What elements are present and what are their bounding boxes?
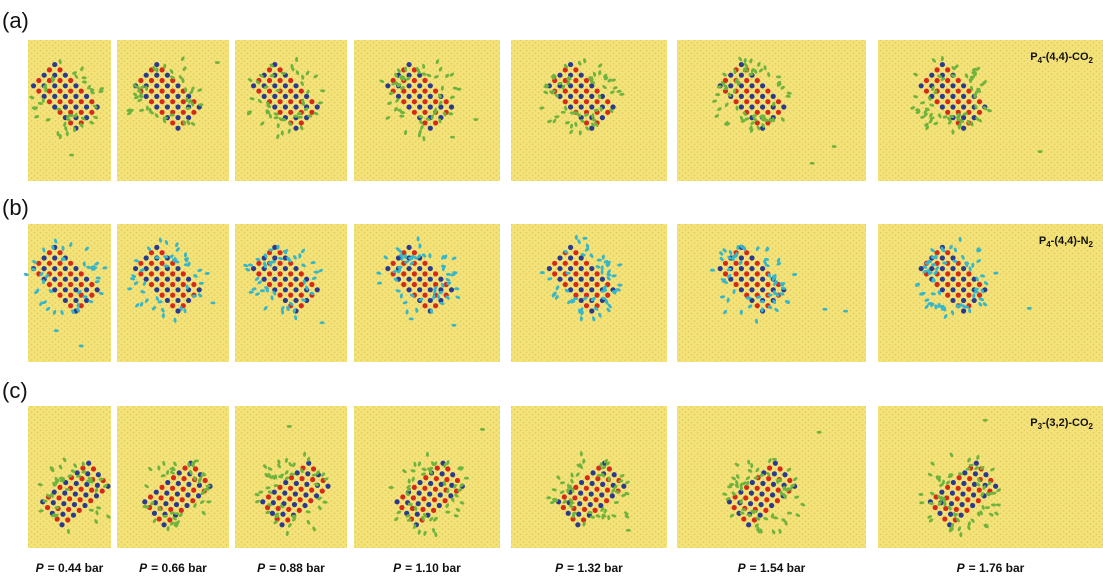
snapshot-panel xyxy=(511,40,667,181)
pressure-symbol: P xyxy=(393,561,402,575)
free-gas-molecule xyxy=(832,145,837,148)
free-gas-molecule xyxy=(983,419,988,422)
subscript: 2 xyxy=(1089,422,1094,431)
gas-molecule xyxy=(748,73,753,76)
pressure-value: = 0.88 bar xyxy=(269,561,325,575)
pressure-label: P= 1.76 bar xyxy=(957,561,1025,575)
pressure-label: P= 1.10 bar xyxy=(393,561,461,575)
system-text: -(3,2)-CO xyxy=(1042,417,1089,429)
pressure-symbol: P xyxy=(555,561,564,575)
free-gas-molecule xyxy=(194,459,199,462)
free-gas-molecule xyxy=(54,506,59,509)
gas-molecule xyxy=(552,498,557,501)
free-gas-molecule xyxy=(65,488,70,491)
system-text: P xyxy=(1030,51,1037,63)
snapshot-panel xyxy=(677,406,866,548)
free-gas-molecule xyxy=(1038,150,1043,153)
pressure-value: = 1.54 bar xyxy=(750,561,806,575)
free-gas-molecule xyxy=(164,265,169,268)
pressure-label: P= 0.44 bar xyxy=(36,561,104,575)
snapshot-panel xyxy=(677,40,866,181)
gas-molecule xyxy=(740,310,743,315)
free-gas-molecule xyxy=(582,237,587,240)
pressure-value: = 1.32 bar xyxy=(567,561,623,575)
free-gas-molecule xyxy=(409,317,414,320)
free-gas-molecule xyxy=(56,108,61,111)
free-gas-molecule xyxy=(464,477,469,480)
system-text: -(4,4)-CO xyxy=(1042,51,1089,63)
pressure-symbol: P xyxy=(957,561,966,575)
free-gas-molecule xyxy=(298,116,303,119)
free-gas-molecule xyxy=(480,428,485,431)
snapshot-panel xyxy=(677,224,866,362)
row-label: (b) xyxy=(2,195,29,220)
free-gas-molecule xyxy=(969,464,974,467)
pressure-label: P= 0.66 bar xyxy=(139,561,207,575)
free-gas-molecule xyxy=(69,154,74,157)
free-gas-molecule xyxy=(174,512,179,515)
free-gas-molecule xyxy=(561,111,566,114)
row-label: (c) xyxy=(2,378,28,403)
pressure-label: P= 1.32 bar xyxy=(555,561,623,575)
snapshot-panel xyxy=(354,40,500,181)
gas-molecule xyxy=(260,289,265,292)
free-gas-molecule xyxy=(54,329,59,332)
pressure-symbol: P xyxy=(738,561,747,575)
free-gas-molecule xyxy=(276,89,281,92)
free-gas-molecule xyxy=(964,306,969,309)
free-gas-molecule xyxy=(185,107,190,110)
pressure-label: P= 1.54 bar xyxy=(738,561,806,575)
free-gas-molecule xyxy=(215,61,220,64)
pressure-value: = 1.76 bar xyxy=(969,561,1025,575)
free-gas-molecule xyxy=(615,490,620,493)
free-gas-molecule xyxy=(210,301,215,304)
system-text: P xyxy=(1039,235,1046,247)
free-gas-molecule xyxy=(565,272,570,275)
free-gas-molecule xyxy=(817,431,822,434)
system-text: P xyxy=(1030,417,1037,429)
pressure-symbol: P xyxy=(139,561,148,575)
snapshot-panel xyxy=(511,224,667,362)
free-gas-molecule xyxy=(843,310,848,313)
system-text: -(4,4)-N xyxy=(1051,235,1089,247)
pressure-label: P= 0.88 bar xyxy=(257,561,325,575)
free-gas-molecule xyxy=(810,162,815,165)
free-gas-molecule xyxy=(287,425,292,428)
subscript: 2 xyxy=(1089,240,1094,249)
free-gas-molecule xyxy=(956,113,961,116)
snapshot-panel xyxy=(354,224,500,362)
free-gas-molecule xyxy=(473,118,478,121)
pressure-symbol: P xyxy=(257,561,266,575)
free-gas-molecule xyxy=(451,324,456,327)
free-gas-molecule xyxy=(1027,307,1032,310)
pressure-value: = 0.44 bar xyxy=(48,561,104,575)
free-gas-molecule xyxy=(268,249,273,252)
free-gas-molecule xyxy=(626,529,631,532)
free-gas-molecule xyxy=(320,321,325,324)
free-gas-molecule xyxy=(566,78,571,81)
free-gas-molecule xyxy=(822,308,827,311)
subscript: 2 xyxy=(1089,56,1094,65)
pressure-value: = 0.66 bar xyxy=(151,561,207,575)
free-gas-molecule xyxy=(274,484,279,487)
gas-molecule xyxy=(163,515,168,518)
pressure-value: = 1.10 bar xyxy=(405,561,461,575)
gas-molecule xyxy=(185,97,188,102)
free-gas-molecule xyxy=(450,136,455,139)
pressure-symbol: P xyxy=(36,561,45,575)
free-gas-molecule xyxy=(772,458,777,461)
free-gas-molecule xyxy=(79,345,84,348)
row-label: (a) xyxy=(2,8,29,33)
figure: (a)P4-(4,4)-CO2(b)P4-(4,4)-N2(c)P3-(3,2)… xyxy=(0,0,1103,580)
